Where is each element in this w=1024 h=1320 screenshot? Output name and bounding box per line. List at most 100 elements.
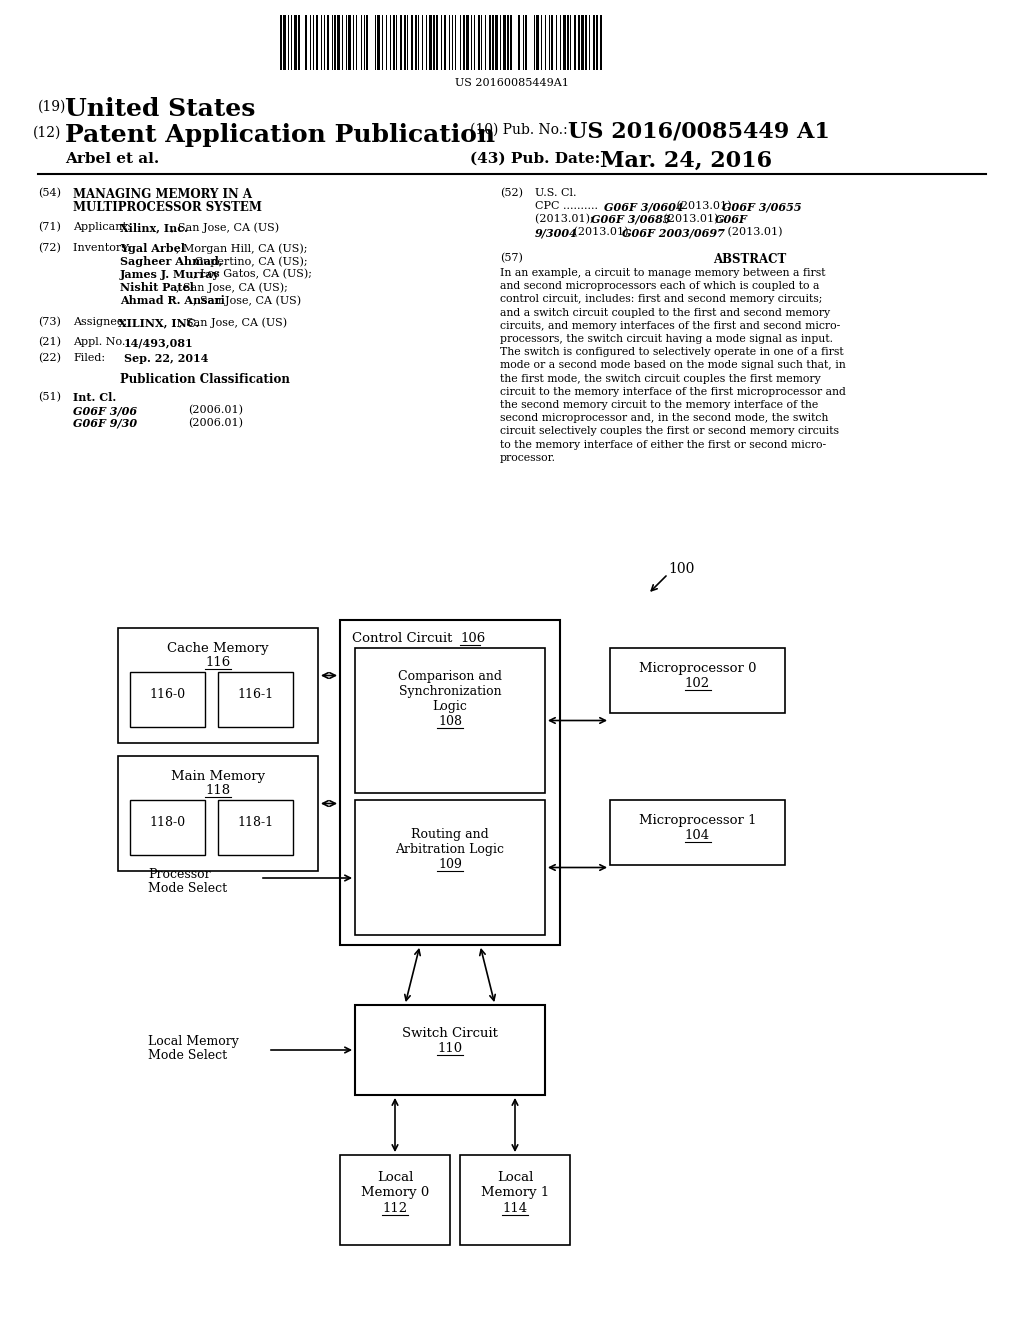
Bar <box>525 15 527 70</box>
Text: CPC ..........: CPC .......... <box>535 201 598 211</box>
Text: MULTIPROCESSOR SYSTEM: MULTIPROCESSOR SYSTEM <box>73 201 262 214</box>
Text: 110: 110 <box>437 1041 463 1055</box>
Text: (10) Pub. No.:: (10) Pub. No.: <box>470 123 567 137</box>
Text: Routing and: Routing and <box>411 828 488 841</box>
Text: Control Circuit: Control Circuit <box>352 632 453 645</box>
Bar <box>355 15 357 70</box>
Text: 106: 106 <box>460 632 485 645</box>
Text: , Morgan Hill, CA (US);: , Morgan Hill, CA (US); <box>176 243 307 253</box>
Text: 112: 112 <box>382 1203 408 1214</box>
Text: Arbel et al.: Arbel et al. <box>65 152 160 166</box>
Text: Local: Local <box>497 1171 534 1184</box>
Text: Mode Select: Mode Select <box>148 882 227 895</box>
Bar <box>412 15 414 70</box>
Text: (2013.01);: (2013.01); <box>570 227 636 238</box>
Bar <box>470 15 472 70</box>
Text: G06F 3/06: G06F 3/06 <box>73 405 137 416</box>
Text: Memory 1: Memory 1 <box>481 1185 549 1199</box>
Bar <box>341 15 343 70</box>
Text: Inventors:: Inventors: <box>73 243 134 253</box>
Text: G06F: G06F <box>715 214 748 224</box>
Text: (2013.01): (2013.01) <box>724 227 782 238</box>
Bar <box>443 15 445 70</box>
Text: , Los Gatos, CA (US);: , Los Gatos, CA (US); <box>193 269 312 280</box>
Bar <box>518 15 520 70</box>
Text: G06F 3/0604: G06F 3/0604 <box>604 201 684 213</box>
Text: 116-0: 116-0 <box>150 688 185 701</box>
Text: Sagheer Ahmad,: Sagheer Ahmad, <box>120 256 223 267</box>
Text: (2013.01);: (2013.01); <box>535 214 597 224</box>
Bar <box>586 15 587 70</box>
Text: Microprocessor 1: Microprocessor 1 <box>639 814 757 828</box>
Bar <box>305 15 307 70</box>
Text: (51): (51) <box>38 392 61 403</box>
Text: XILINX, INC.: XILINX, INC. <box>118 317 200 327</box>
Bar <box>340 1155 450 1245</box>
Text: (21): (21) <box>38 337 61 347</box>
Text: (22): (22) <box>38 352 61 363</box>
Text: US 20160085449A1: US 20160085449A1 <box>455 78 569 88</box>
Text: 116: 116 <box>206 656 230 669</box>
Text: (73): (73) <box>38 317 60 327</box>
Bar <box>294 15 297 70</box>
Bar <box>340 620 560 945</box>
Bar <box>334 15 336 70</box>
Text: Patent Application Publication: Patent Application Publication <box>65 123 496 147</box>
Bar <box>593 15 595 70</box>
Text: 109: 109 <box>438 858 462 871</box>
Text: 118: 118 <box>206 784 230 797</box>
Bar <box>599 15 602 70</box>
Text: Arbitration Logic: Arbitration Logic <box>395 843 505 855</box>
Bar <box>355 1005 545 1096</box>
Text: (57): (57) <box>500 253 523 263</box>
Text: (2006.01): (2006.01) <box>188 418 243 428</box>
Text: Int. Cl.: Int. Cl. <box>73 392 117 403</box>
Bar <box>355 648 545 793</box>
Bar <box>551 15 553 70</box>
Bar <box>610 648 785 713</box>
Text: G06F 2003/0697: G06F 2003/0697 <box>622 227 725 238</box>
Bar <box>596 15 598 70</box>
Bar <box>327 15 329 70</box>
Text: ABSTRACT: ABSTRACT <box>714 253 786 267</box>
Text: In an example, a circuit to manage memory between a first
and second microproces: In an example, a circuit to manage memor… <box>500 268 846 463</box>
Text: MANAGING MEMORY IN A: MANAGING MEMORY IN A <box>73 187 252 201</box>
Text: (54): (54) <box>38 187 61 198</box>
Text: Sep. 22, 2014: Sep. 22, 2014 <box>124 352 208 364</box>
Text: Local Memory: Local Memory <box>148 1035 239 1048</box>
Text: Filed:: Filed: <box>73 352 105 363</box>
Bar <box>118 628 318 743</box>
Text: G06F 3/0683: G06F 3/0683 <box>591 214 671 224</box>
Bar <box>218 800 293 855</box>
Text: (71): (71) <box>38 222 60 232</box>
Text: Synchronization: Synchronization <box>398 685 502 698</box>
Bar <box>298 15 300 70</box>
Bar <box>284 15 286 70</box>
Bar <box>415 15 417 70</box>
Text: Microprocessor 0: Microprocessor 0 <box>639 663 757 675</box>
Bar <box>130 800 205 855</box>
Text: (2013.01);: (2013.01); <box>660 214 726 224</box>
Text: Ygal Arbel: Ygal Arbel <box>120 243 185 253</box>
Text: Cache Memory: Cache Memory <box>167 642 269 655</box>
Bar <box>288 15 290 70</box>
Bar <box>582 15 584 70</box>
Bar <box>496 15 498 70</box>
Bar <box>573 15 577 70</box>
Text: Nishit Patel: Nishit Patel <box>120 282 194 293</box>
Bar <box>377 15 380 70</box>
Bar <box>393 15 395 70</box>
Text: G06F 3/0655: G06F 3/0655 <box>722 201 802 213</box>
Bar <box>218 672 293 727</box>
Text: 102: 102 <box>685 677 710 690</box>
Text: G06F 9/30: G06F 9/30 <box>73 418 137 429</box>
Bar <box>315 15 318 70</box>
Text: 118-0: 118-0 <box>150 816 185 829</box>
Bar <box>460 1155 570 1245</box>
Bar <box>429 15 431 70</box>
Text: Mar. 24, 2016: Mar. 24, 2016 <box>600 150 772 172</box>
Bar <box>488 15 490 70</box>
Bar <box>563 15 565 70</box>
Bar <box>403 15 406 70</box>
Bar <box>118 756 318 871</box>
